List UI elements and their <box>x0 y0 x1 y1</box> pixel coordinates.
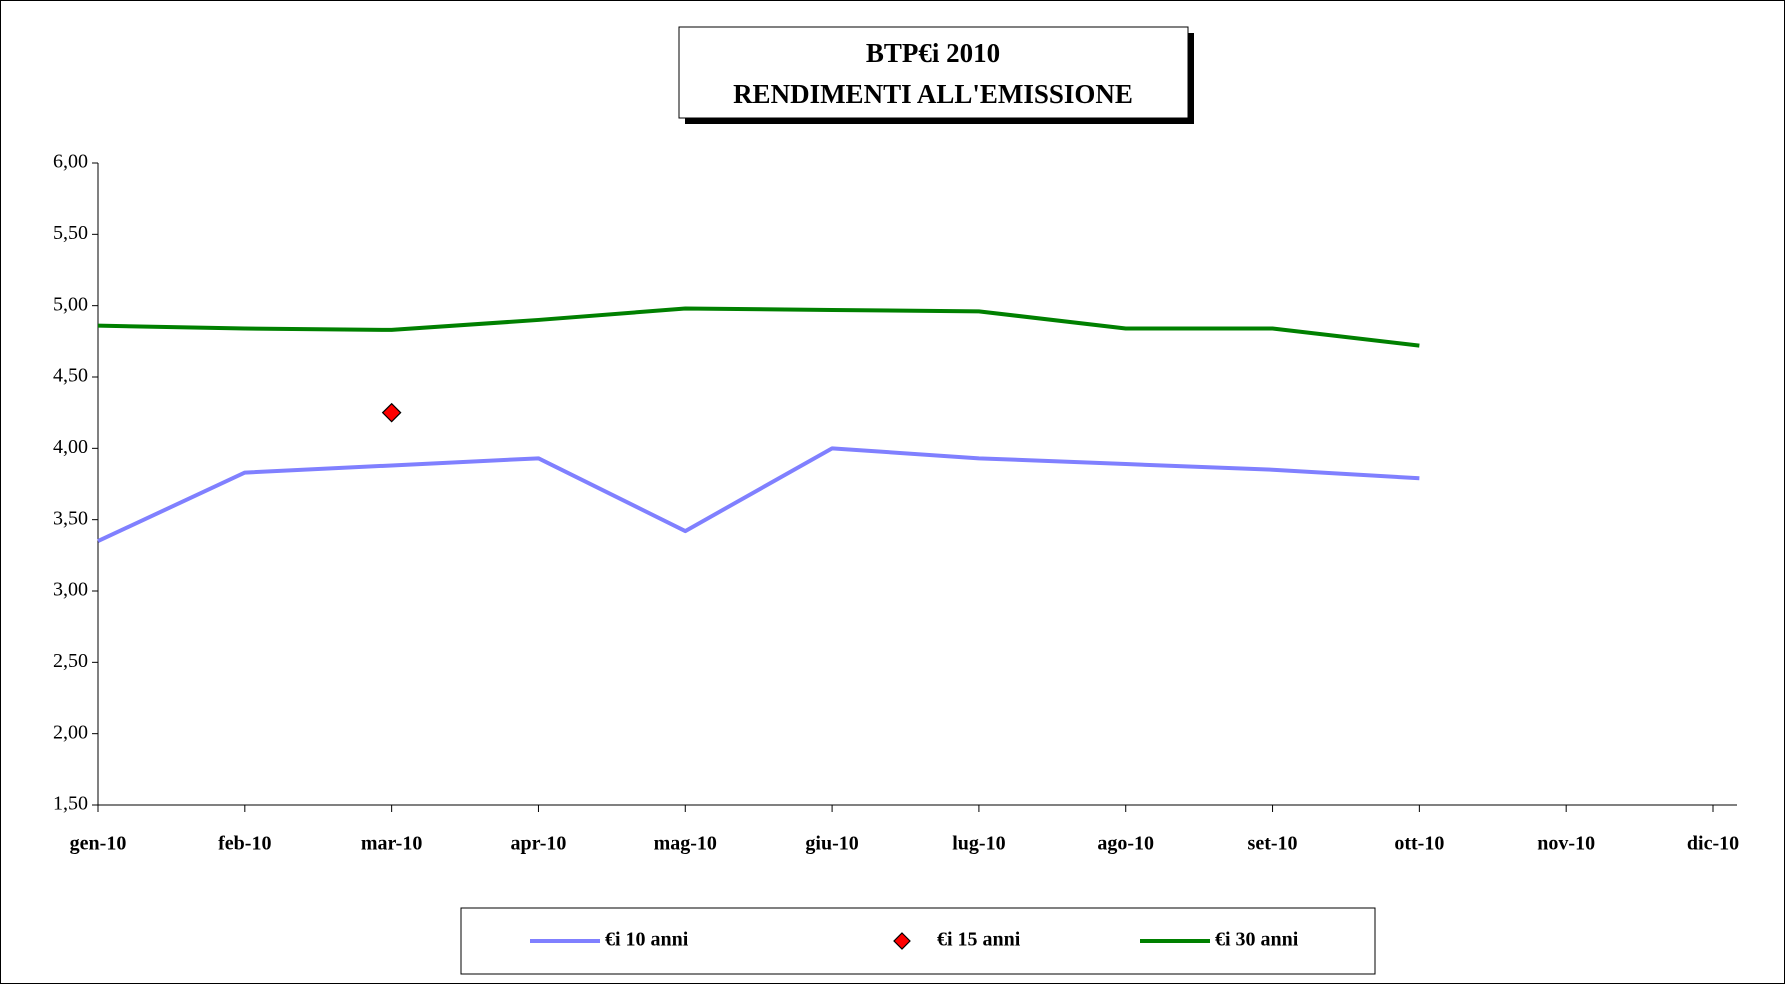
legend-marker <box>893 932 911 950</box>
line <box>97 446 1420 543</box>
x-tick-label: feb-10 <box>218 833 271 855</box>
y-tick-label: 5,00 <box>53 293 88 315</box>
chart-subtitle: RENDIMENTI ALL'EMISSIONE <box>733 79 1133 109</box>
x-tick-label: ago-10 <box>1097 833 1154 855</box>
legend-label: €i 10 anni <box>605 929 689 951</box>
y-tick-label: 2,50 <box>53 650 88 672</box>
x-tick-label: nov-10 <box>1537 833 1595 855</box>
y-tick-label: 5,50 <box>53 222 88 244</box>
y-tick-label: 4,50 <box>53 365 88 387</box>
x-tick-label: lug-10 <box>952 833 1005 855</box>
legend-label: €i 15 anni <box>937 929 1021 951</box>
legend-label: €i 30 anni <box>1215 929 1299 951</box>
y-tick-label: 3,00 <box>53 579 88 601</box>
x-tick-label: gen-10 <box>70 833 127 855</box>
x-tick-label: mar-10 <box>361 833 422 855</box>
chart-title: BTP€i 2010 <box>866 38 1000 68</box>
y-tick-label: 3,50 <box>53 507 88 529</box>
x-tick-label: giu-10 <box>805 833 858 855</box>
x-tick-label: apr-10 <box>510 833 566 855</box>
y-tick-label: 2,00 <box>53 721 88 743</box>
title-box <box>678 26 1189 119</box>
line <box>97 306 1420 348</box>
legend-box <box>460 907 1376 975</box>
y-tick-label: 6,00 <box>53 151 88 173</box>
y-tick-label: 4,00 <box>53 436 88 458</box>
x-tick-label: ott-10 <box>1394 833 1444 855</box>
x-tick-label: set-10 <box>1248 833 1298 855</box>
y-tick-label: 1,50 <box>53 793 88 815</box>
x-tick-label: dic-10 <box>1687 833 1739 855</box>
marker <box>381 402 402 423</box>
x-tick-label: mag-10 <box>654 833 717 855</box>
